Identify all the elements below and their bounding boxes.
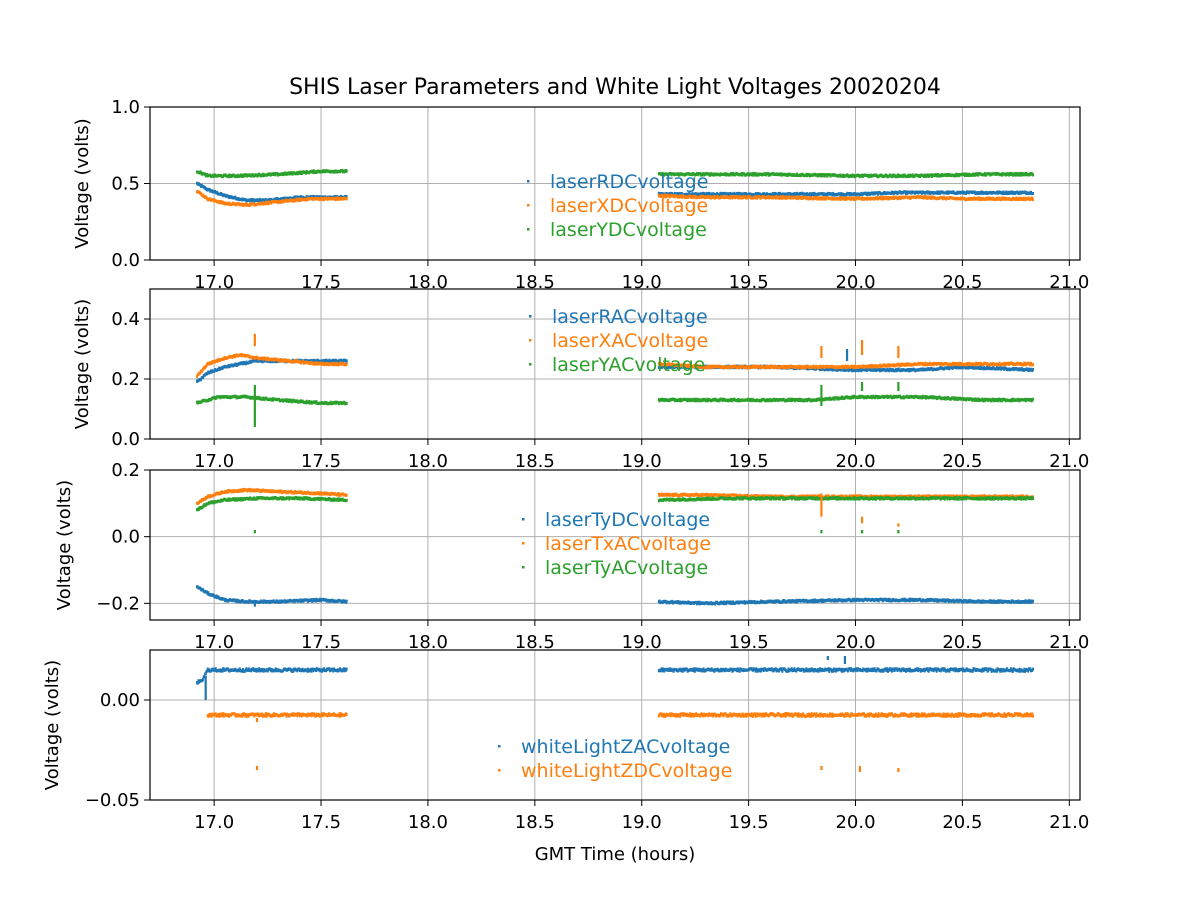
y-tick-label: 0.0: [111, 250, 140, 271]
legend-label: laserYACvoltage: [552, 354, 705, 376]
legend-label: laserRACvoltage: [552, 306, 708, 328]
x-axis-title: GMT Time (hours): [535, 844, 696, 865]
data-point: [1032, 398, 1034, 401]
outlier-point: [861, 382, 863, 391]
data-point: [1032, 192, 1034, 195]
legend-label: laserXACvoltage: [552, 330, 708, 352]
data-point: [346, 363, 348, 366]
x-tick-label: 20.5: [942, 451, 982, 472]
data-point: [1032, 198, 1034, 201]
legend-label: laserYDCvoltage: [550, 219, 707, 241]
y-tick-label: 0.0: [111, 429, 140, 450]
legend-marker: [529, 315, 532, 318]
x-tick-label: 18.5: [515, 451, 555, 472]
outlier-point: [897, 382, 899, 391]
data-point: [1032, 173, 1034, 176]
data-point: [346, 197, 348, 200]
y-tick-label: 0.4: [111, 309, 140, 330]
outlier-point: [254, 334, 256, 346]
data-point: [346, 359, 348, 362]
legend-panel-1: laserRDCvoltagelaserXDCvoltagelaserYDCvo…: [527, 171, 708, 241]
legend-panel-2: laserRACvoltagelaserXACvoltagelaserYACvo…: [529, 306, 708, 376]
legend-label: laserXDCvoltage: [550, 195, 708, 217]
outlier-point: [820, 346, 822, 358]
outlier-point: [861, 340, 863, 355]
y-axis-title: Voltage (volts): [72, 299, 93, 429]
chart-title: SHIS Laser Parameters and White Light Vo…: [289, 75, 941, 100]
series-laserTyDCvoltage: [196, 585, 1034, 605]
data-point: [1032, 363, 1034, 366]
legend-label: laserRDCvoltage: [550, 171, 708, 193]
x-tick-label: 20.0: [835, 451, 875, 472]
outlier-point: [846, 349, 848, 361]
legend-marker: [527, 180, 530, 183]
legend-marker: [527, 228, 530, 231]
series-laserYACvoltage: [196, 395, 1034, 406]
x-tick-label: 17.0: [194, 451, 234, 472]
x-tick-label: 18.0: [408, 451, 448, 472]
x-tick-label: 17.5: [301, 451, 341, 472]
y-tick-label: 1.0: [111, 97, 140, 118]
x-tick-label: 21.0: [1049, 451, 1089, 472]
legend-marker: [529, 363, 532, 366]
legend-marker: [527, 204, 530, 207]
panel-2: 17.0 17.5 18.0 18.5 19.0 19.5 20.0 20.5 21.0 0.0 0…: [72, 289, 1089, 472]
y-axis-title: Voltage (volts): [72, 118, 93, 248]
data-point: [346, 402, 348, 405]
outlier-point: [897, 346, 899, 358]
data-point: [346, 170, 348, 173]
outlier-point: [254, 385, 256, 427]
x-tick-label: 19.0: [622, 451, 662, 472]
y-tick-label: 0.5: [111, 174, 140, 195]
outlier-point: [820, 385, 822, 406]
x-tick-label: 19.5: [729, 451, 769, 472]
legend-marker: [529, 339, 532, 342]
y-tick-label: 0.2: [111, 369, 140, 390]
data-point: [1032, 368, 1034, 371]
